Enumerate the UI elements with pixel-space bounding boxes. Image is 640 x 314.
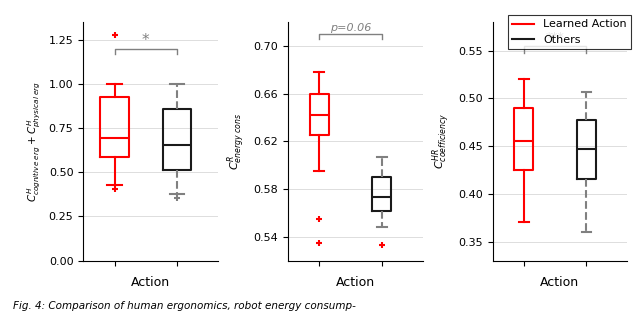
Text: p=0.06: p=0.06	[330, 23, 371, 33]
Y-axis label: $C^R_{energy\ cons}$: $C^R_{energy\ cons}$	[226, 113, 248, 170]
X-axis label: Action: Action	[540, 276, 579, 289]
Text: *: *	[142, 33, 150, 48]
Text: Fig. 4: Comparison of human ergonomics, robot energy consump-: Fig. 4: Comparison of human ergonomics, …	[13, 301, 356, 311]
Y-axis label: $C^H_{cognitive\ erg} + C^H_{physical\ erg}$: $C^H_{cognitive\ erg} + C^H_{physical\ e…	[26, 81, 43, 202]
X-axis label: Action: Action	[131, 276, 170, 289]
X-axis label: Action: Action	[335, 276, 375, 289]
Y-axis label: $C^{HR}_{coefficiency}$: $C^{HR}_{coefficiency}$	[430, 113, 452, 170]
Text: ***: ***	[546, 31, 564, 44]
Legend: Learned Action, Others: Learned Action, Others	[508, 15, 631, 49]
